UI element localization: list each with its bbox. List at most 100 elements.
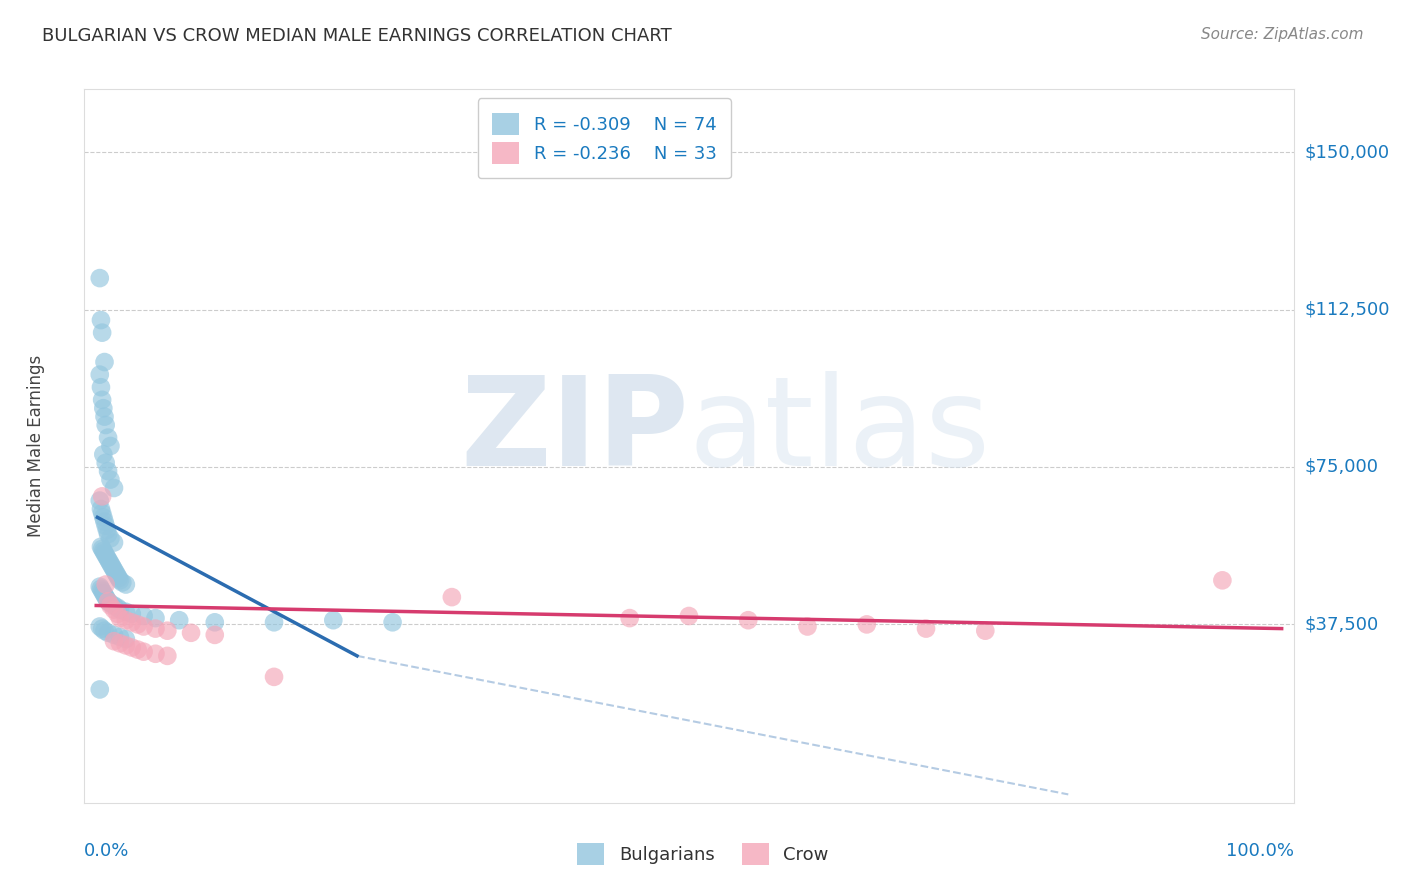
Point xyxy=(108,636,131,650)
Point xyxy=(93,355,115,369)
Point xyxy=(115,639,138,653)
Point xyxy=(619,611,641,625)
Point xyxy=(156,624,179,638)
Point xyxy=(97,527,120,541)
Point xyxy=(107,607,129,621)
Point xyxy=(94,456,117,470)
Point xyxy=(381,615,404,630)
Text: $37,500: $37,500 xyxy=(1305,615,1379,633)
Text: Source: ZipAtlas.com: Source: ZipAtlas.com xyxy=(1201,27,1364,42)
Point xyxy=(974,624,997,638)
Point xyxy=(94,590,117,604)
Point xyxy=(121,615,143,630)
Point xyxy=(678,609,700,624)
Point xyxy=(108,574,131,588)
Point xyxy=(89,580,111,594)
Legend: Bulgarians, Crow: Bulgarians, Crow xyxy=(568,834,838,874)
Point xyxy=(104,565,127,579)
Point xyxy=(1211,574,1233,588)
Point xyxy=(115,632,138,646)
Point xyxy=(93,515,115,529)
Point xyxy=(108,630,131,644)
Point xyxy=(855,617,877,632)
Point xyxy=(91,622,114,636)
Point xyxy=(108,603,131,617)
Text: Median Male Earnings: Median Male Earnings xyxy=(27,355,45,537)
Point xyxy=(90,540,112,554)
Point xyxy=(103,634,125,648)
Point xyxy=(91,447,114,461)
Point xyxy=(100,473,122,487)
Point xyxy=(263,615,285,630)
Point xyxy=(94,518,117,533)
Point xyxy=(121,607,143,621)
Point xyxy=(204,615,226,630)
Point xyxy=(91,544,114,558)
Legend: R = -0.309    N = 74, R = -0.236    N = 33: R = -0.309 N = 74, R = -0.236 N = 33 xyxy=(478,98,731,178)
Text: $150,000: $150,000 xyxy=(1305,143,1389,161)
Point xyxy=(97,594,120,608)
Point xyxy=(103,628,125,642)
Text: 0.0%: 0.0% xyxy=(84,842,129,860)
Point xyxy=(108,611,131,625)
Point xyxy=(915,622,938,636)
Point xyxy=(103,599,125,613)
Point xyxy=(103,603,125,617)
Point xyxy=(103,481,125,495)
Point xyxy=(93,588,115,602)
Point xyxy=(91,401,114,416)
Point xyxy=(100,599,122,613)
Point xyxy=(127,617,149,632)
Point xyxy=(89,368,111,382)
Point xyxy=(180,625,202,640)
Point xyxy=(90,313,112,327)
Point xyxy=(204,628,226,642)
Point xyxy=(127,642,149,657)
Point xyxy=(115,577,138,591)
Point xyxy=(91,489,114,503)
Point xyxy=(115,613,138,627)
Point xyxy=(100,557,122,571)
Point xyxy=(322,613,344,627)
Point xyxy=(103,563,125,577)
Point xyxy=(121,640,143,655)
Point xyxy=(97,594,120,608)
Point xyxy=(91,392,114,407)
Point xyxy=(132,619,155,633)
Point xyxy=(100,439,122,453)
Point xyxy=(93,546,115,560)
Point xyxy=(156,648,179,663)
Point xyxy=(440,590,463,604)
Point xyxy=(132,645,155,659)
Point xyxy=(100,558,122,573)
Point xyxy=(115,605,138,619)
Point xyxy=(100,532,122,546)
Point xyxy=(105,567,128,582)
Point xyxy=(94,417,117,432)
Point xyxy=(737,613,759,627)
Point xyxy=(107,571,129,585)
Point xyxy=(93,409,115,424)
Point xyxy=(97,431,120,445)
Point xyxy=(91,510,114,524)
Point xyxy=(89,682,111,697)
Point xyxy=(97,552,120,566)
Point xyxy=(94,548,117,562)
Point xyxy=(96,592,118,607)
Point xyxy=(103,535,125,549)
Point xyxy=(90,582,112,596)
Point xyxy=(132,609,155,624)
Point xyxy=(145,647,167,661)
Point xyxy=(91,541,114,556)
Point xyxy=(96,523,118,537)
Point xyxy=(93,624,115,638)
Point xyxy=(97,464,120,478)
Point xyxy=(90,502,112,516)
Point xyxy=(107,569,129,583)
Point xyxy=(101,560,124,574)
Text: BULGARIAN VS CROW MEDIAN MALE EARNINGS CORRELATION CHART: BULGARIAN VS CROW MEDIAN MALE EARNINGS C… xyxy=(42,27,672,45)
Point xyxy=(89,271,111,285)
Point xyxy=(145,611,167,625)
Text: 100.0%: 100.0% xyxy=(1226,842,1294,860)
Point xyxy=(89,619,111,633)
